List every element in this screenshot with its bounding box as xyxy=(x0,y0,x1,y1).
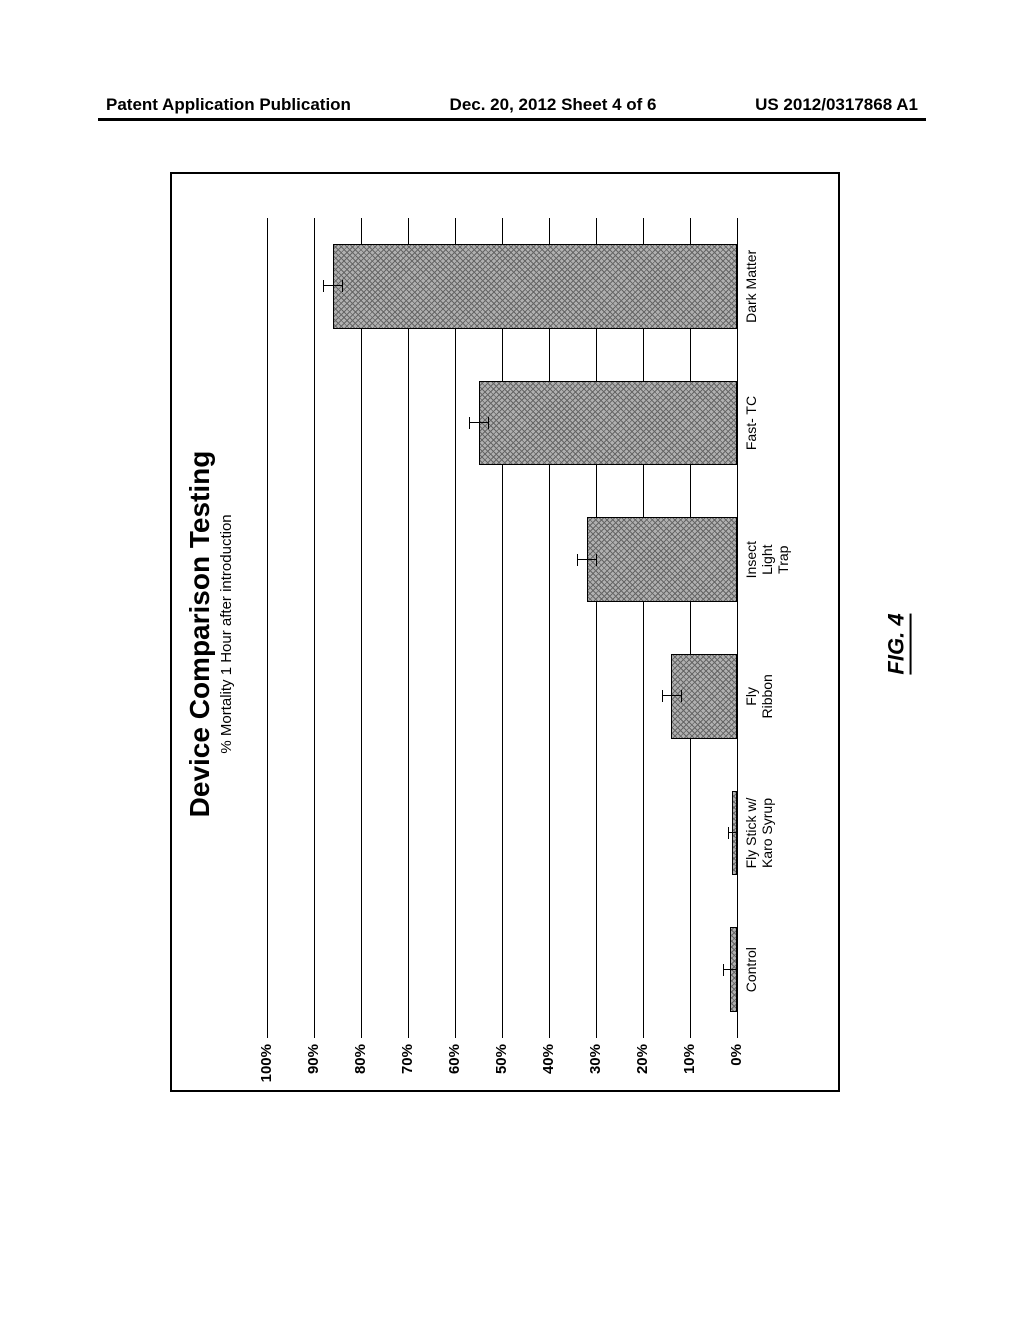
gridline xyxy=(596,218,597,1038)
header-right: US 2012/0317868 A1 xyxy=(755,95,918,115)
y-tick-label: 100% xyxy=(258,1044,275,1092)
gridline xyxy=(549,218,550,1038)
gridline xyxy=(737,218,738,1038)
x-tick-label: FlyRibbon xyxy=(743,628,775,765)
bar xyxy=(333,244,737,329)
y-tick-label: 50% xyxy=(493,1044,510,1092)
bar xyxy=(730,927,737,1012)
gridline xyxy=(267,218,268,1038)
error-bar xyxy=(728,832,737,833)
error-cap xyxy=(737,827,738,839)
y-tick-label: 60% xyxy=(446,1044,463,1092)
error-cap xyxy=(737,964,738,976)
chart-subtitle: % Mortality 1 Hour after introduction xyxy=(218,174,235,1094)
gridline xyxy=(361,218,362,1038)
bar xyxy=(587,517,737,602)
gridline xyxy=(408,218,409,1038)
x-tick-label: Dark Matter xyxy=(743,218,759,355)
error-cap xyxy=(323,280,324,292)
error-bar xyxy=(577,559,596,560)
error-bar xyxy=(323,285,342,286)
y-tick-label: 10% xyxy=(681,1044,698,1092)
y-tick-label: 90% xyxy=(305,1044,322,1092)
x-tick-label: InsectLightTrap xyxy=(743,491,791,628)
header-left: Patent Application Publication xyxy=(106,95,351,115)
y-tick-label: 30% xyxy=(587,1044,604,1092)
y-tick-label: 80% xyxy=(352,1044,369,1092)
y-tick-label: 0% xyxy=(728,1044,745,1092)
error-bar xyxy=(723,969,737,970)
error-cap xyxy=(469,417,470,429)
x-tick-label: Fast- TC xyxy=(743,355,759,492)
chart-frame: Device Comparison Testing % Mortality 1 … xyxy=(170,172,840,1092)
error-cap xyxy=(488,417,489,429)
figure-caption: FIG. 4 xyxy=(884,613,912,674)
chart-title: Device Comparison Testing xyxy=(184,174,216,1094)
y-tick-label: 20% xyxy=(634,1044,651,1092)
error-cap xyxy=(342,280,343,292)
x-tick-label: Fly Stick w/Karo Syrup xyxy=(743,765,775,902)
x-tick-label: Control xyxy=(743,901,759,1038)
header-divider xyxy=(98,118,926,121)
error-cap xyxy=(723,964,724,976)
error-bar xyxy=(662,695,681,696)
y-tick-label: 40% xyxy=(540,1044,557,1092)
error-bar xyxy=(469,422,488,423)
y-tick-label: 70% xyxy=(399,1044,416,1092)
gridline xyxy=(502,218,503,1038)
gridline xyxy=(643,218,644,1038)
gridline xyxy=(690,218,691,1038)
plot-area xyxy=(267,218,737,1038)
error-cap xyxy=(681,690,682,702)
bar xyxy=(479,381,738,466)
error-cap xyxy=(662,690,663,702)
error-cap xyxy=(596,554,597,566)
gridline xyxy=(314,218,315,1038)
header-center: Dec. 20, 2012 Sheet 4 of 6 xyxy=(450,95,657,115)
error-cap xyxy=(577,554,578,566)
gridline xyxy=(455,218,456,1038)
error-cap xyxy=(728,827,729,839)
